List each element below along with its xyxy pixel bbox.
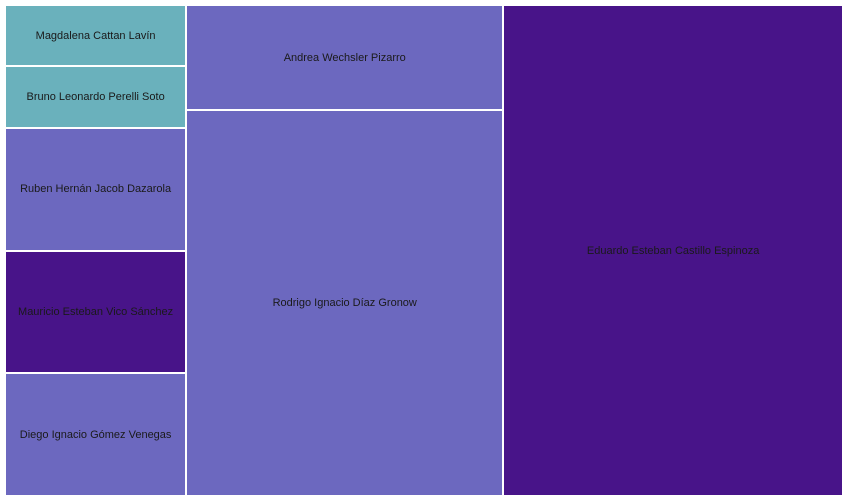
tile-label: Ruben Hernán Jacob Dazarola <box>20 183 172 196</box>
tile-label: Eduardo Esteban Castillo Espinoza <box>586 244 760 257</box>
tile-label: Mauricio Esteban Vico Sánchez <box>18 305 174 318</box>
treemap-tile[interactable]: Andrea Wechsler Pizarro <box>186 5 504 111</box>
treemap-tile[interactable]: Eduardo Esteban Castillo Espinoza <box>503 5 843 496</box>
tile-label: Rodrigo Ignacio Díaz Gronow <box>272 297 417 310</box>
treemap-tile[interactable]: Rodrigo Ignacio Díaz Gronow <box>186 110 504 496</box>
treemap-tile[interactable]: Bruno Leonardo Perelli Soto <box>5 66 187 128</box>
tile-label: Magdalena Cattan Lavín <box>35 29 156 42</box>
treemap-tile[interactable]: Magdalena Cattan Lavín <box>5 5 187 67</box>
tile-label: Diego Ignacio Gómez Venegas <box>19 428 172 441</box>
tile-label: Bruno Leonardo Perelli Soto <box>26 91 165 104</box>
treemap-tile[interactable]: Diego Ignacio Gómez Venegas <box>5 373 187 496</box>
tile-label: Andrea Wechsler Pizarro <box>283 51 406 64</box>
treemap-tile[interactable]: Mauricio Esteban Vico Sánchez <box>5 250 187 374</box>
treemap-tile[interactable]: Ruben Hernán Jacob Dazarola <box>5 127 187 251</box>
